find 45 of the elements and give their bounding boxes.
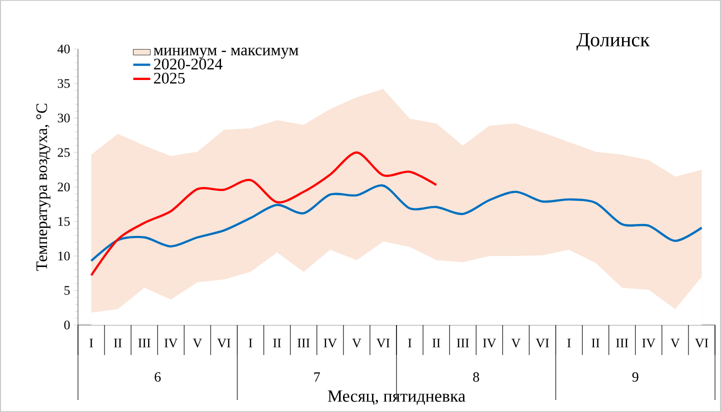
y-tick-label: 5 bbox=[64, 286, 70, 295]
x-tick-label: VI bbox=[695, 338, 708, 348]
y-tick-label: 10 bbox=[58, 252, 70, 260]
y-tick-label: 30 bbox=[58, 114, 70, 122]
text: 8 bbox=[473, 372, 480, 382]
y-tick-label: 35 bbox=[58, 79, 70, 88]
x-tick-label: II bbox=[114, 338, 122, 348]
x-tick-label: I bbox=[567, 338, 571, 348]
x-tick-label: V bbox=[352, 338, 362, 348]
x-tick-label: VI bbox=[217, 338, 230, 348]
x-tick-label: III bbox=[298, 338, 310, 348]
x-axis-title: Месяц, пятидневка bbox=[328, 390, 466, 405]
chart-title: Долинск bbox=[576, 33, 650, 51]
line-series bbox=[90, 184, 703, 262]
y-tick-label: 0 bbox=[64, 320, 70, 330]
legend-label: минимум - максимум bbox=[154, 48, 298, 59]
x-tick-label: I bbox=[248, 338, 252, 348]
line-series bbox=[90, 151, 438, 276]
x-tick-label: V bbox=[511, 338, 520, 348]
x-tick-label: III bbox=[456, 338, 469, 348]
y-tick-label: 40 bbox=[57, 44, 70, 54]
x-tick-label: IV bbox=[483, 338, 496, 348]
legend-label: 2025 bbox=[154, 72, 185, 84]
text: 9 bbox=[632, 372, 638, 382]
y-tick-label: 20 bbox=[58, 182, 70, 192]
x-tick-label: VI bbox=[536, 338, 549, 348]
x-tick-label: IV bbox=[164, 338, 178, 348]
y-tick-label: 15 bbox=[58, 217, 70, 226]
x-tick-label: II bbox=[592, 338, 600, 348]
x-tick-label: VI bbox=[376, 338, 390, 348]
x-tick-label: V bbox=[670, 338, 680, 348]
x-tick-label: IV bbox=[642, 338, 656, 348]
x-tick-label: IV bbox=[324, 338, 337, 348]
y-tick-label: 25 bbox=[58, 148, 70, 157]
y-axis-title: Температура воздуха, °C bbox=[36, 104, 50, 271]
text: 6 bbox=[154, 372, 161, 382]
legend-label: 2020-2024 bbox=[154, 58, 222, 70]
x-tick-label: I bbox=[90, 338, 93, 348]
x-tick-label: I bbox=[408, 338, 412, 348]
text: 7 bbox=[314, 372, 320, 382]
x-tick-label: II bbox=[273, 338, 281, 348]
x-tick-label: III bbox=[138, 338, 150, 348]
x-tick-label: V bbox=[192, 338, 202, 348]
x-tick-label: III bbox=[616, 338, 628, 348]
x-tick-label: II bbox=[432, 338, 440, 348]
